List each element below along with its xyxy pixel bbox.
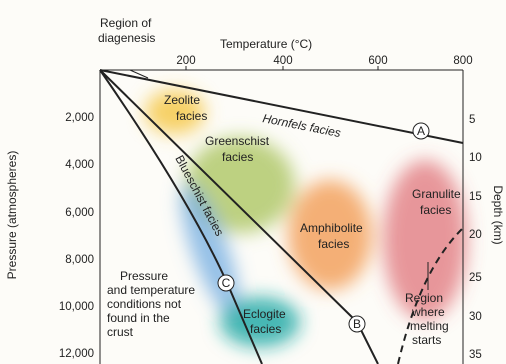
pressure-tick: 10,000 [59, 301, 94, 313]
temperature-tick: 600 [368, 55, 387, 67]
amphibolite-area [288, 180, 372, 290]
marker-label: C [222, 276, 231, 290]
pressure-tick: 4,000 [65, 159, 94, 171]
depth-tick: 35 [469, 349, 482, 361]
pressure-label: Pressure (atmospheres) [5, 151, 19, 280]
temperature-tick: 800 [453, 55, 472, 67]
depth-tick: 30 [469, 311, 482, 323]
depth-tick: 15 [469, 191, 482, 203]
temperature-tick: 400 [273, 55, 292, 67]
depth-tick: 5 [469, 114, 475, 126]
pressure-tick: 6,000 [65, 207, 94, 219]
depth-tick: 25 [469, 272, 482, 284]
pressure-tick: 12,000 [59, 348, 94, 360]
depth-label: Depth (km) [491, 185, 505, 244]
pressure-tick: 2,000 [65, 112, 94, 124]
facies-diagram: Region ofdiagenesis Temperature (°C) 200… [0, 0, 506, 364]
temperature-label: Temperature (°C) [220, 37, 312, 51]
marker-label: B [353, 317, 361, 331]
depth-tick: 10 [469, 152, 482, 164]
pressure-tick: 8,000 [65, 254, 94, 266]
temperature-tick: 200 [176, 55, 195, 67]
marker-label: A [417, 124, 425, 138]
depth-tick: 20 [469, 229, 482, 241]
